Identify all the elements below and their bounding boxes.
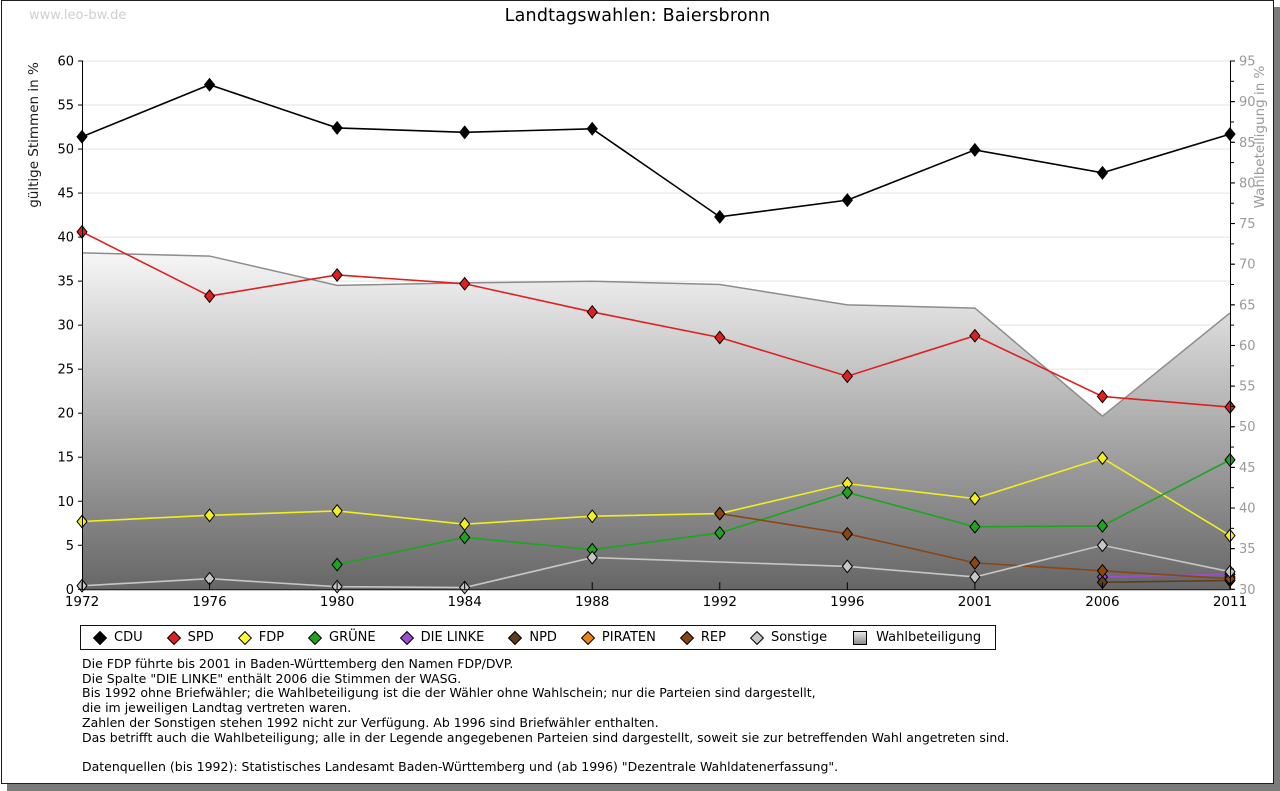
- legend-item-label: SPD: [187, 630, 214, 645]
- legend-diamond-marker-icon: [580, 630, 595, 645]
- footnote-line: Das betrifft auch die Wahlbeteiligung; a…: [82, 729, 1010, 745]
- svg-text:30: 30: [1239, 583, 1256, 598]
- legend-square-marker-icon: [853, 630, 868, 645]
- legend-item-wahlbeteiligung: Wahlbeteiligung: [853, 630, 981, 645]
- legend-diamond-marker-icon: [508, 630, 523, 645]
- legend-item-rep: REP: [679, 630, 726, 645]
- footnotes-block: Die FDP führte bis 2001 in Baden-Württem…: [82, 656, 1010, 775]
- svg-text:1976: 1976: [192, 594, 226, 610]
- svg-text:55: 55: [1239, 380, 1256, 395]
- legend-item-piraten: PIRATEN: [580, 630, 656, 645]
- x-tick-labels: 1972 1976 1980 1984 1988 1992 1996 2001 2006 2011: [65, 594, 1247, 610]
- legend-item-die-linke: DIE LINKE: [399, 630, 485, 645]
- svg-text:75: 75: [1239, 217, 1256, 232]
- series-wahlbeteiligung: [81, 252, 1231, 590]
- legend-item-fdp: FDP: [237, 630, 285, 645]
- footnote-line: Die FDP führte bis 2001 in Baden-Württem…: [82, 656, 514, 671]
- svg-text:80: 80: [1239, 176, 1256, 191]
- svg-text:40: 40: [57, 231, 74, 246]
- legend-diamond-marker-icon: [679, 630, 694, 645]
- svg-text:2006: 2006: [1085, 594, 1119, 610]
- svg-text:40: 40: [1239, 502, 1256, 517]
- legend-diamond-marker-icon: [237, 630, 252, 645]
- svg-text:30: 30: [57, 319, 74, 334]
- svg-text:1980: 1980: [320, 594, 354, 610]
- right-tick-labels: 30 35 40 45 50 55 60 65 70 75 80 85 90 95: [1239, 55, 1256, 598]
- legend-item-label: GRÜNE: [329, 630, 376, 645]
- data-source-line: Datenquellen (bis 1992): Statistisches L…: [82, 758, 839, 774]
- svg-text:35: 35: [57, 275, 74, 290]
- svg-text:65: 65: [1239, 298, 1256, 313]
- svg-text:25: 25: [57, 363, 74, 378]
- svg-text:1972: 1972: [65, 594, 99, 610]
- series-sonstige: [76, 538, 1236, 595]
- legend-item-label: CDU: [114, 630, 143, 645]
- legend-item-label: Sonstige: [770, 630, 828, 645]
- svg-text:0: 0: [66, 583, 74, 598]
- legend-item-cdu: CDU: [92, 630, 143, 645]
- svg-text:1988: 1988: [575, 594, 609, 610]
- svg-text:55: 55: [57, 99, 74, 114]
- svg-text:10: 10: [57, 495, 74, 510]
- series-grüne: [331, 452, 1236, 572]
- series-cdu: [76, 77, 1236, 224]
- chart-legend: CDU SPD FDP GRÜNE DIE LINKE NPD PIRATEN REP Sons…: [80, 625, 997, 650]
- axes: [78, 60, 1235, 591]
- svg-text:45: 45: [1239, 461, 1256, 476]
- legend-item-spd: SPD: [166, 630, 214, 645]
- svg-text:15: 15: [57, 451, 74, 466]
- legend-diamond-marker-icon: [166, 630, 181, 645]
- svg-text:70: 70: [1239, 258, 1256, 273]
- svg-text:2001: 2001: [958, 594, 992, 610]
- svg-text:2011: 2011: [1213, 594, 1247, 610]
- svg-text:20: 20: [57, 407, 74, 422]
- legend-item-label: REP: [700, 630, 726, 645]
- svg-text:1996: 1996: [830, 594, 864, 610]
- legend-item-grüne: GRÜNE: [307, 630, 376, 645]
- legend-diamond-marker-icon: [307, 630, 323, 645]
- svg-text:90: 90: [1239, 95, 1256, 110]
- svg-text:85: 85: [1239, 136, 1256, 151]
- legend-item-npd: NPD: [508, 630, 557, 645]
- legend-diamond-marker-icon: [749, 630, 765, 645]
- svg-text:95: 95: [1239, 55, 1256, 70]
- legend-item-label: Wahlbeteiligung: [876, 630, 982, 645]
- footnote-line: Die Spalte "DIE LINKE" enthält 2006 die …: [82, 670, 462, 686]
- svg-text:45: 45: [57, 187, 74, 202]
- svg-text:60: 60: [57, 55, 74, 70]
- page-title: Landtagswahlen: Baiersbronn: [504, 6, 771, 26]
- legend-diamond-marker-icon: [399, 630, 414, 645]
- legend-item-sonstige: Sonstige: [749, 630, 828, 645]
- footnote-line: die im jeweiligen Landtag vertreten ware…: [82, 700, 352, 716]
- election-line-chart: 0 5 10 15 20 25 30 35 40 45 50 55 60 30 35 40 45 50 55 60 65…: [26, 55, 1268, 610]
- svg-text:50: 50: [1239, 420, 1256, 435]
- legend-item-label: FDP: [258, 630, 285, 645]
- right-axis-label: Wahlbeteiligung in %: [1252, 65, 1268, 208]
- svg-text:50: 50: [57, 143, 74, 158]
- legend-item-label: DIE LINKE: [420, 630, 485, 645]
- svg-text:1992: 1992: [703, 594, 737, 610]
- svg-text:60: 60: [1239, 339, 1256, 354]
- footnote-line: Zahlen der Sonstigen stehen 1992 nicht z…: [82, 714, 659, 730]
- svg-text:35: 35: [1239, 542, 1256, 557]
- legend-item-label: PIRATEN: [601, 630, 656, 645]
- svg-text:1984: 1984: [447, 594, 481, 610]
- left-axis-label: gültige Stimmen in %: [26, 62, 42, 208]
- watermark-url: www.leo-bw.de: [29, 8, 127, 23]
- legend-diamond-marker-icon: [92, 630, 108, 645]
- left-tick-labels: 0 5 10 15 20 25 30 35 40 45 50 55 60: [57, 55, 74, 598]
- svg-text:5: 5: [66, 539, 74, 554]
- legend-item-label: NPD: [529, 630, 557, 645]
- footnote-line: Bis 1992 ohne Briefwähler; die Wahlbetei…: [82, 685, 816, 701]
